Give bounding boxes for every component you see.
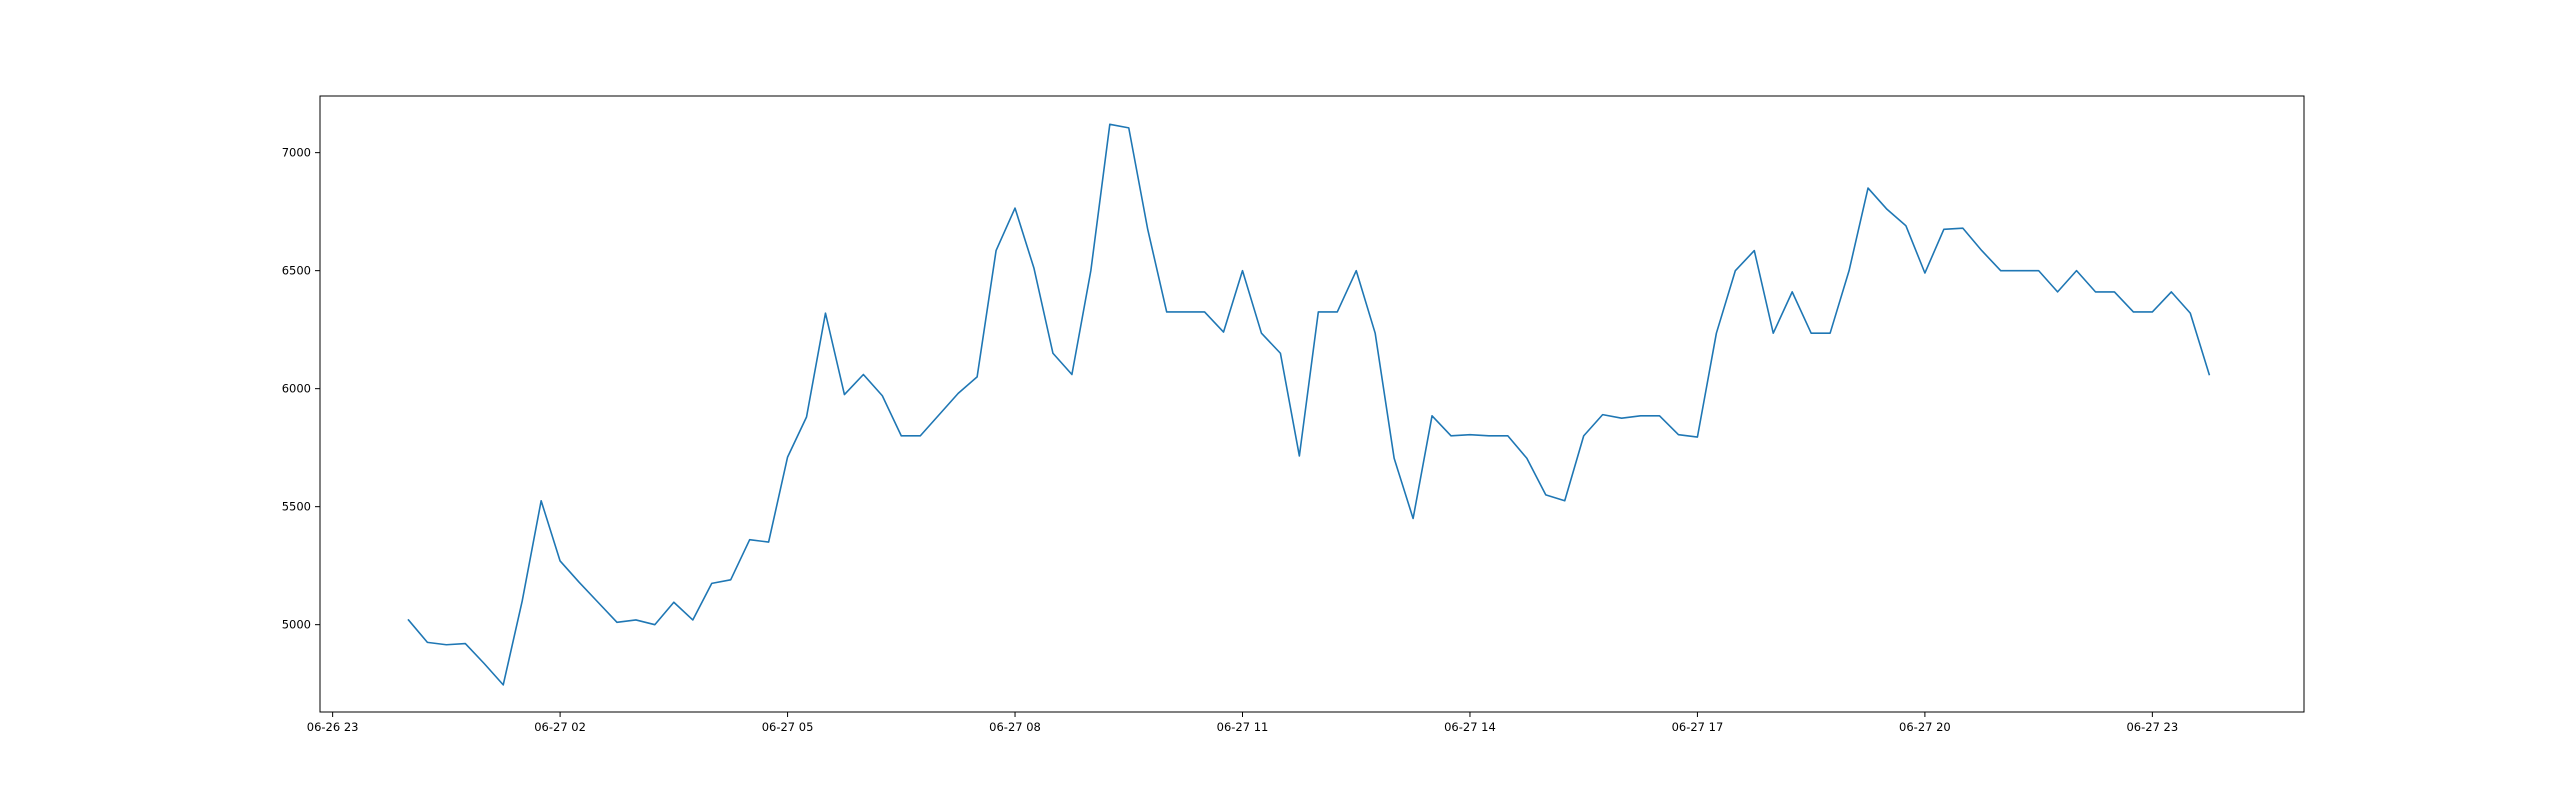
x-tick-label: 06-27 08 [989,720,1041,734]
x-tick-label: 06-27 23 [2126,720,2178,734]
y-tick-label: 6000 [282,382,311,396]
x-tick-label: 06-27 17 [1672,720,1724,734]
x-tick-label: 06-27 20 [1899,720,1951,734]
y-tick-label: 6500 [282,264,311,278]
y-tick-label: 5500 [282,500,311,514]
series-line [407,123,2211,686]
y-tick-label: 5000 [282,618,311,632]
x-tick-label: 06-27 02 [534,720,586,734]
x-tick-label: 06-27 11 [1217,720,1269,734]
y-tick-label: 7000 [282,146,311,160]
x-tick-label: 06-27 14 [1444,720,1496,734]
x-tick-label: 06-26 23 [307,720,359,734]
plot-frame [319,95,2305,713]
plot-area [320,96,2304,712]
x-tick-label: 06-27 05 [762,720,814,734]
